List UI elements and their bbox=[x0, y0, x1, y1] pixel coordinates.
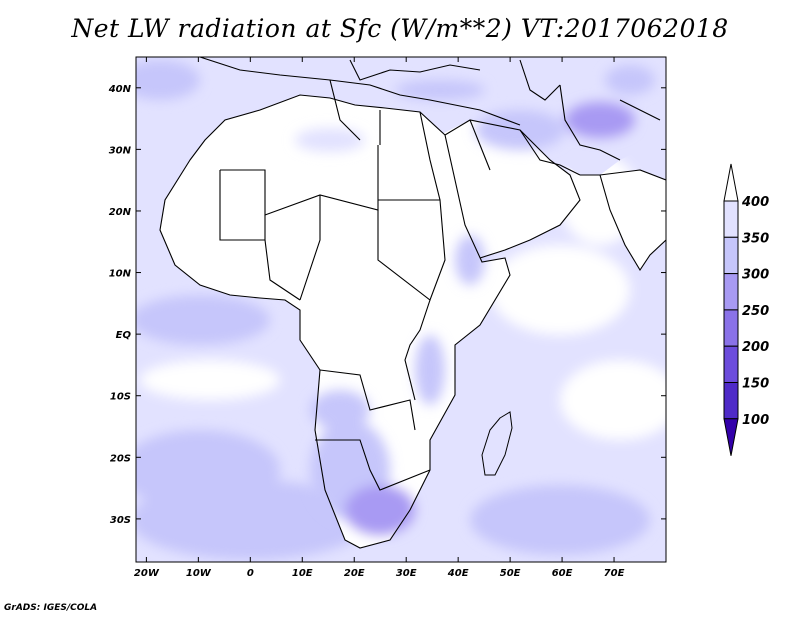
eurasia-land bbox=[200, 57, 666, 175]
arabia-land bbox=[440, 120, 580, 258]
lon-tick-label: 40E bbox=[447, 568, 469, 579]
colorbar-label: 100 bbox=[742, 413, 769, 428]
africa-land bbox=[160, 95, 510, 548]
lat-tick-label: 40N bbox=[108, 84, 132, 95]
lat-tick-label: EQ bbox=[116, 330, 132, 341]
colorbar-label: 250 bbox=[742, 304, 769, 319]
colorbar: 400 350 300 250 200 150 100 bbox=[723, 163, 769, 456]
lon-tick-label: 10W bbox=[186, 568, 212, 579]
colorbar-label: 350 bbox=[742, 231, 769, 246]
colorbar-bin bbox=[723, 345, 739, 384]
shading-patches bbox=[136, 60, 666, 560]
colorbar-bin bbox=[723, 200, 739, 238]
lon-tick-label: 50E bbox=[500, 568, 521, 579]
lat-tick-label: 30N bbox=[109, 145, 132, 156]
lon-tick-label: 30E bbox=[396, 568, 417, 579]
colorbar-bin bbox=[723, 382, 739, 420]
lon-tick-label: 0 bbox=[247, 568, 254, 579]
lon-tick-label: 10E bbox=[292, 568, 313, 579]
colorbar-label: 150 bbox=[742, 377, 769, 392]
colorbar-label: 200 bbox=[742, 340, 769, 355]
india-land bbox=[600, 170, 666, 270]
madagascar-land bbox=[481, 411, 513, 476]
lat-tick-label: 30S bbox=[110, 515, 131, 526]
lat-tick-label: 20S bbox=[110, 453, 131, 464]
colorbar-top-arrow bbox=[723, 163, 739, 202]
lat-tick-label: 10S bbox=[110, 392, 131, 403]
latitude-axis: 40N 30N 20N 10N EQ 10S 20S 30S bbox=[108, 84, 666, 526]
lon-tick-label: 70E bbox=[604, 568, 625, 579]
lat-tick-label: 10N bbox=[109, 269, 132, 280]
colorbar-label: 400 bbox=[741, 195, 769, 210]
colorbar-bin bbox=[723, 273, 739, 311]
coastlines-and-borders bbox=[159, 57, 666, 549]
map-frame bbox=[135, 56, 667, 563]
lon-tick-label: 20W bbox=[134, 568, 160, 579]
credit-text: GrADS: IGES/COLA bbox=[4, 603, 98, 613]
lon-tick-label: 20E bbox=[344, 568, 365, 579]
colorbar-bin bbox=[723, 309, 739, 347]
map-title: Net LW radiation at Sfc (W/m**2) VT:2017… bbox=[71, 14, 729, 43]
colorbar-label: 300 bbox=[742, 268, 769, 283]
colorbar-bottom-arrow bbox=[723, 418, 739, 456]
lon-tick-label: 60E bbox=[552, 568, 573, 579]
map-panel bbox=[136, 57, 666, 562]
lat-tick-label: 20N bbox=[109, 207, 132, 218]
longitude-axis: 20W 10W 0 10E 20E 30E 40E 50E 60E 70E bbox=[134, 57, 625, 579]
colorbar-bin bbox=[723, 236, 739, 275]
